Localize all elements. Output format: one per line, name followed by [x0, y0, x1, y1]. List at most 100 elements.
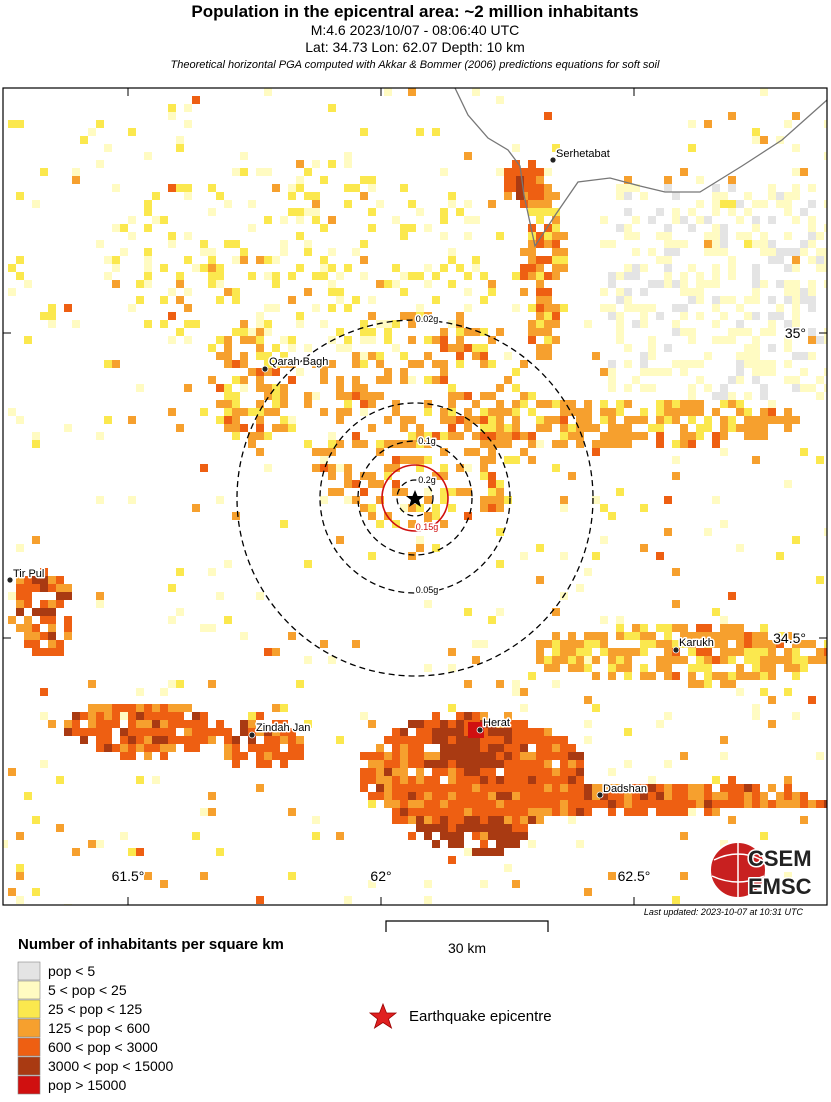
population-cell: [672, 896, 680, 904]
population-cell: [72, 168, 80, 176]
population-cell: [248, 408, 256, 416]
population-cell: [784, 320, 792, 328]
population-cell: [400, 352, 408, 360]
population-cell: [728, 592, 736, 600]
population-cell: [144, 208, 152, 216]
population-cell: [48, 640, 56, 648]
population-cell: [824, 256, 827, 264]
population-cell: [520, 808, 528, 816]
population-cell: [792, 216, 800, 224]
population-cell: [488, 392, 496, 400]
population-cell: [224, 416, 232, 424]
population-cell: [752, 784, 760, 792]
population-cell: [720, 632, 728, 640]
population-cell: [776, 256, 784, 264]
population-cell: [760, 232, 768, 240]
population-cell: [144, 752, 152, 760]
population-cell: [472, 432, 480, 440]
population-cell: [440, 744, 448, 752]
population-cell: [608, 376, 616, 384]
population-cell: [296, 320, 304, 328]
population-cell: [656, 368, 664, 376]
population-cell: [416, 440, 424, 448]
population-cell: [440, 376, 448, 384]
population-cell: [488, 848, 496, 856]
population-cell: [624, 304, 632, 312]
population-cell: [16, 544, 24, 552]
scale-label: 30 km: [448, 940, 486, 956]
population-cell: [392, 768, 400, 776]
population-cell: [472, 656, 480, 664]
population-cell: [760, 200, 768, 208]
population-cell: [536, 320, 544, 328]
population-cell: [360, 384, 368, 392]
population-cell: [776, 632, 784, 640]
population-cell: [480, 736, 488, 744]
population-cell: [536, 216, 544, 224]
population-cell: [792, 192, 800, 200]
population-cell: [272, 744, 280, 752]
population-cell: [320, 320, 328, 328]
population-cell: [360, 408, 368, 416]
population-cell: [400, 784, 408, 792]
population-cell: [760, 688, 768, 696]
population-cell: [736, 640, 744, 648]
population-cell: [32, 888, 40, 896]
population-cell: [664, 408, 672, 416]
population-cell: [328, 656, 336, 664]
population-cell: [792, 536, 800, 544]
population-cell: [368, 400, 376, 408]
population-cell: [416, 424, 424, 432]
population-cell: [416, 304, 424, 312]
population-cell: [712, 792, 720, 800]
population-cell: [328, 440, 336, 448]
population-cell: [768, 800, 776, 808]
population-cell: [488, 336, 496, 344]
population-cell: [784, 480, 792, 488]
population-cell: [272, 304, 280, 312]
population-cell: [56, 600, 64, 608]
population-cell: [568, 432, 576, 440]
population-cell: [648, 368, 656, 376]
population-cell: [224, 408, 232, 416]
population-cell: [760, 392, 768, 400]
population-cell: [552, 784, 560, 792]
population-cell: [728, 176, 736, 184]
population-cell: [672, 784, 680, 792]
population-cell: [544, 184, 552, 192]
population-cell: [672, 472, 680, 480]
population-cell: [816, 248, 824, 256]
population-cell: [456, 752, 464, 760]
population-cell: [552, 752, 560, 760]
population-cell: [184, 192, 192, 200]
population-cell: [616, 648, 624, 656]
population-cell: [520, 736, 528, 744]
population-cell: [600, 416, 608, 424]
population-cell: [760, 640, 768, 648]
population-cell: [672, 408, 680, 416]
population-cell: [528, 760, 536, 768]
population-cell: [768, 360, 776, 368]
population-cell: [640, 304, 648, 312]
population-cell: [240, 168, 248, 176]
population-cell: [288, 336, 296, 344]
population-cell: [664, 248, 672, 256]
population-cell: [480, 352, 488, 360]
population-cell: [600, 648, 608, 656]
population-cell: [520, 816, 528, 824]
population-cell: [680, 360, 688, 368]
population-cell: [816, 800, 824, 808]
population-cell: [368, 392, 376, 400]
population-cell: [576, 776, 584, 784]
population-cell: [376, 448, 384, 456]
population-cell: [608, 808, 616, 816]
population-cell: [528, 192, 536, 200]
population-cell: [288, 376, 296, 384]
population-cell: [640, 504, 648, 512]
population-cell: [448, 776, 456, 784]
population-cell: [672, 624, 680, 632]
population-cell: [448, 784, 456, 792]
population-cell: [736, 800, 744, 808]
population-cell: [496, 504, 504, 512]
population-cell: [464, 512, 472, 520]
